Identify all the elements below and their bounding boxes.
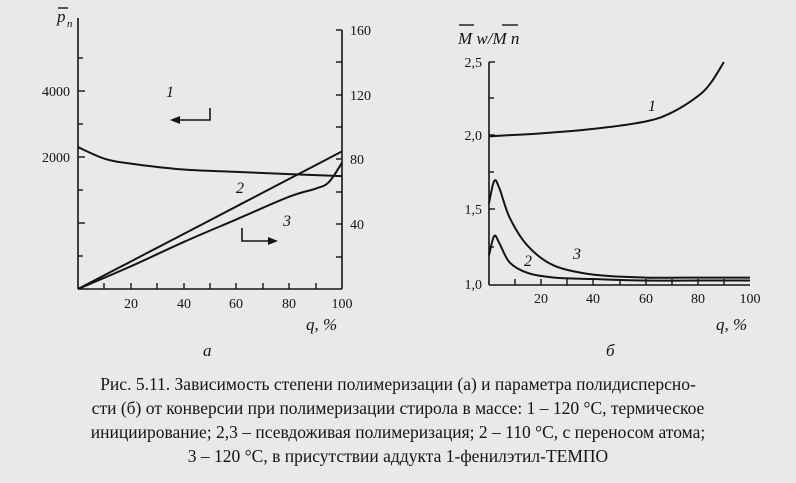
- panel-b-y-tick-2-0: 2,0: [465, 129, 483, 144]
- panel-a-left-axis-subscript: n: [67, 18, 73, 30]
- panel-b-curve-label-3: 3: [572, 246, 581, 263]
- panel-b-curve-1: [488, 61, 725, 138]
- panel-a-left-tick-2000: 2000: [42, 151, 70, 166]
- panel-a-x-tick-60: 60: [229, 297, 243, 312]
- panel-b-x-tick-20: 20: [534, 292, 548, 307]
- panel-b-curve-3: [488, 179, 750, 279]
- panel-b-letter: б: [606, 341, 615, 360]
- panel-a-letter: а: [203, 341, 212, 360]
- caption-line-1: Рис. 5.11. Зависимость степени полимериз…: [100, 374, 696, 394]
- panel-a-curve-label-1: 1: [166, 84, 174, 101]
- panel-b-y-tick-2-5: 2,5: [465, 56, 483, 71]
- panel-a-curves: [77, 146, 343, 290]
- panel-a-x-tick-100: 100: [332, 297, 353, 312]
- panel-b-x-tick-80: 80: [691, 292, 705, 307]
- caption-line-3: инициирование; 2,3 – псевдоживая полимер…: [90, 422, 706, 442]
- panel-b-y-tick-1-5: 1,5: [465, 203, 483, 218]
- panel-a-x-tick-20: 20: [124, 297, 138, 312]
- panel-a-right-ticks: [336, 29, 342, 258]
- panel-b-x-tick-40: 40: [586, 292, 600, 307]
- panel-b-x-tick-60: 60: [639, 292, 653, 307]
- figure-caption: Рис. 5.11. Зависимость степени полимериз…: [20, 372, 776, 468]
- panel-a-right-arrow-icon: [241, 228, 278, 245]
- caption-line-4: 3 – 120 °С, в присутствии аддукта 1-фени…: [187, 446, 609, 466]
- panel-b-x-axis-title: q, %: [716, 315, 747, 334]
- panel-a-curve-label-3: 3: [282, 213, 291, 230]
- panel-a-left-arrow-icon: [170, 108, 211, 124]
- panel-a: p n 4000 2000 160 120 80 40: [42, 7, 371, 360]
- panel-a-right-tick-160: 160: [350, 24, 371, 39]
- panel-a-x-tick-80: 80: [282, 297, 296, 312]
- panel-a-right-tick-120: 120: [350, 89, 371, 104]
- panel-a-x-tick-40: 40: [177, 297, 191, 312]
- panel-a-right-tick-40: 40: [350, 218, 364, 233]
- panel-b: M w/M n 2,5 2,0 1,5 1,0 20 40 60: [457, 24, 761, 360]
- panel-b-curve-2: [488, 234, 750, 282]
- panel-a-right-tick-80: 80: [350, 153, 364, 168]
- panel-a-curve-3: [77, 162, 343, 290]
- panel-a-left-axis-title: p: [56, 7, 66, 26]
- panel-b-curve-label-2: 2: [524, 253, 532, 270]
- panel-a-x-axis-title: q, %: [306, 315, 337, 334]
- panel-b-curve-label-1: 1: [648, 98, 656, 115]
- panel-b-y-axis-title: M w/M n: [457, 29, 519, 48]
- panel-b-y-ticks: [489, 61, 495, 248]
- panel-a-left-ticks: [78, 57, 85, 257]
- panel-b-curves: [488, 61, 750, 282]
- panel-b-y-tick-1-0: 1,0: [465, 278, 483, 293]
- panel-a-curve-1: [77, 146, 343, 178]
- panel-a-x-ticks: [103, 283, 317, 289]
- panel-a-curve-label-2: 2: [236, 180, 244, 197]
- panel-a-left-tick-4000: 4000: [42, 85, 70, 100]
- caption-line-2: сти (б) от конверсии при полимеризации с…: [91, 398, 705, 418]
- panel-a-curve-2: [77, 150, 343, 290]
- panel-b-x-tick-100: 100: [740, 292, 761, 307]
